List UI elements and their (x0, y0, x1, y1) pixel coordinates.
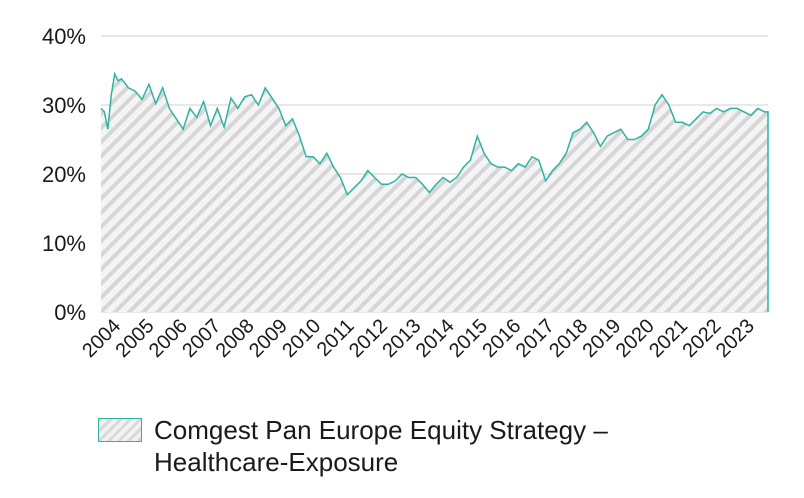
y-tick-label: 10% (42, 231, 86, 256)
legend-swatch (98, 418, 142, 442)
y-tick-label: 20% (42, 162, 86, 187)
legend-label: Comgest Pan Europe Equity Strategy – Hea… (154, 415, 608, 477)
series-line (100, 71, 769, 312)
y-tick-label: 0% (54, 300, 86, 325)
x-tick-label: 2023 (712, 315, 759, 362)
y-tick-label: 30% (42, 93, 86, 118)
series-area (101, 73, 768, 313)
legend: Comgest Pan Europe Equity Strategy – Hea… (98, 414, 714, 478)
y-tick-label: 40% (42, 24, 86, 49)
x-axis-ticks: 2004200520062007200820092010201120122013… (78, 315, 759, 362)
y-axis-ticks: 0% 10% 20% 30% 40% (42, 24, 86, 325)
